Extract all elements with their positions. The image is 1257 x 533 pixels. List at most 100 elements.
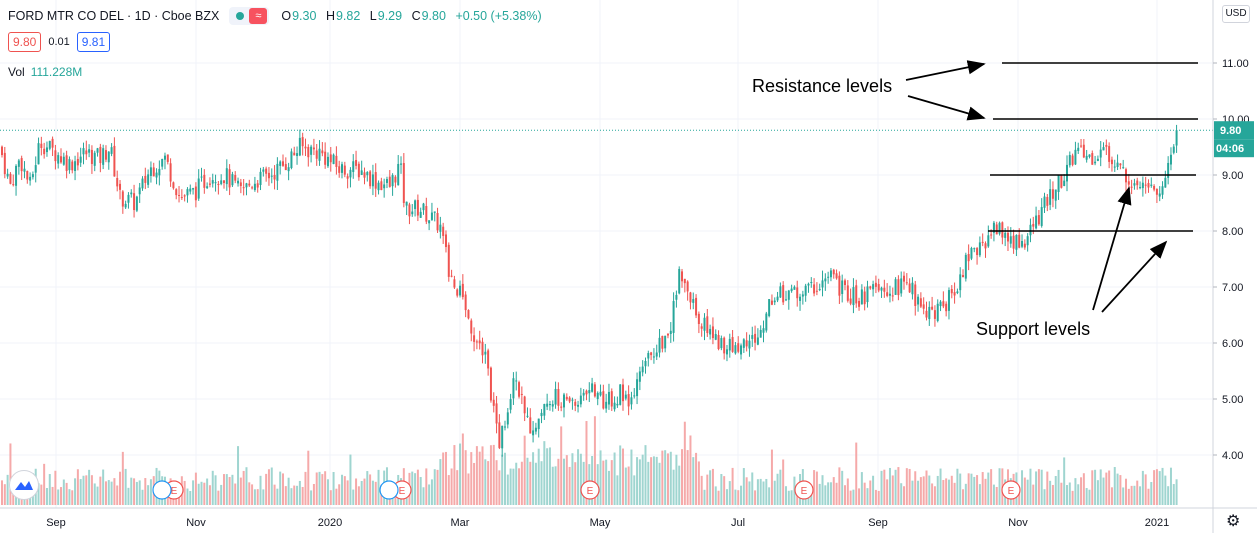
candle-body: [197, 178, 200, 199]
candle-body: [1021, 240, 1024, 247]
last-price-badge: [1214, 121, 1254, 140]
candle: [692, 292, 695, 310]
candle: [467, 309, 470, 320]
candle: [400, 156, 403, 174]
candle: [925, 301, 928, 321]
candle: [360, 160, 363, 176]
candle-body: [189, 188, 192, 192]
candle: [296, 146, 299, 165]
volume-bar: [1057, 469, 1060, 505]
currency-button[interactable]: USD: [1222, 5, 1250, 23]
candle: [341, 161, 344, 179]
candle-body: [45, 147, 48, 153]
candle-body: [945, 303, 948, 312]
candle: [928, 301, 931, 326]
candle-body: [751, 335, 754, 339]
candle-body: [192, 188, 195, 190]
candle-body: [1088, 154, 1091, 157]
candle-body: [501, 425, 504, 449]
candle: [262, 166, 265, 177]
candle: [891, 287, 894, 302]
candle-body: [1015, 235, 1018, 250]
candle-body: [630, 397, 633, 405]
volume-bar: [571, 453, 574, 505]
candle-body: [172, 182, 175, 189]
volume-bar: [700, 475, 703, 505]
candle: [605, 393, 608, 413]
candle-body: [113, 145, 116, 177]
symbol-title[interactable]: FORD MTR CO DEL · 1D · Cboe BZX: [8, 9, 220, 23]
time-tick-label: May: [590, 517, 611, 529]
volume-bar: [987, 472, 990, 505]
candle: [790, 284, 793, 293]
volume-bar: [62, 479, 65, 505]
volume-bar: [487, 461, 490, 505]
candle-body: [855, 285, 858, 304]
candle: [858, 297, 861, 311]
volume-bar: [37, 483, 40, 505]
tradingview-logo-icon[interactable]: [9, 470, 39, 500]
candle: [554, 381, 557, 409]
candle: [700, 323, 703, 337]
ask-button[interactable]: 9.81: [76, 32, 111, 52]
volume-bar: [815, 471, 818, 505]
volume-bar: [355, 478, 358, 505]
volume-bar: [335, 488, 338, 505]
candle: [543, 403, 546, 420]
volume-bar: [962, 489, 965, 505]
candle-body: [933, 310, 936, 319]
gear-icon[interactable]: ⚙: [1226, 513, 1241, 530]
volume-bar: [113, 478, 116, 505]
dividend-marker-icon: [152, 480, 172, 500]
volume-bar: [349, 454, 352, 505]
candle: [737, 336, 740, 354]
candle-body: [357, 163, 360, 178]
candle-body: [20, 158, 23, 172]
candle-body: [967, 254, 970, 262]
candle-body: [602, 391, 605, 409]
candle-body: [998, 222, 1001, 234]
volume-bar: [745, 477, 748, 505]
candle: [355, 150, 358, 170]
candle-body: [492, 399, 495, 406]
volume-bar: [813, 470, 816, 505]
candle: [422, 202, 425, 215]
candle-body: [119, 183, 122, 190]
candle: [217, 180, 220, 195]
candle: [200, 167, 203, 182]
candle: [754, 325, 757, 351]
candle: [548, 400, 551, 411]
volume-bar: [1164, 475, 1167, 505]
candle-body: [498, 422, 501, 448]
candle: [121, 190, 124, 214]
status-pill[interactable]: ≈: [229, 7, 270, 25]
candle-body: [939, 301, 942, 307]
candle: [388, 170, 391, 188]
volume-bar: [68, 489, 71, 505]
volume-bar: [1122, 487, 1125, 505]
candle: [681, 268, 684, 288]
volume-bar: [433, 469, 436, 505]
volume-bar: [945, 478, 948, 505]
candle-body: [166, 154, 169, 162]
volume-bar: [622, 448, 625, 505]
volume-bar: [262, 489, 265, 505]
time-tick-label: Jul: [731, 517, 745, 529]
candle: [234, 171, 237, 184]
volume-bar: [593, 416, 596, 505]
candle-body: [65, 155, 68, 171]
candle: [762, 320, 765, 343]
volume-bar: [1155, 469, 1158, 505]
candle: [82, 142, 85, 165]
bid-button[interactable]: 9.80: [8, 32, 42, 52]
candle: [959, 267, 962, 298]
candle: [405, 201, 408, 216]
volume-bar: [189, 490, 192, 505]
volume-bar: [481, 446, 484, 505]
candle-body: [658, 337, 661, 353]
volume-bar: [849, 490, 852, 505]
candle: [1130, 179, 1133, 195]
candle-body: [686, 281, 689, 292]
